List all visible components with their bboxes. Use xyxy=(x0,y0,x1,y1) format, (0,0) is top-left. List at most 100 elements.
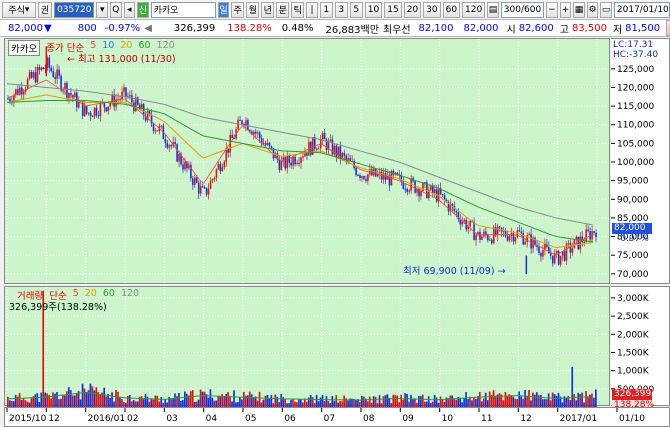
volume-bar-43 xyxy=(91,386,94,407)
minute-button-1[interactable]: 1 xyxy=(319,1,333,18)
volume-bar-38 xyxy=(81,383,84,407)
candle-body-91 xyxy=(186,161,188,169)
candle-body-85 xyxy=(174,142,176,145)
volume-bar-272 xyxy=(541,399,544,407)
period-button-2[interactable]: 년 xyxy=(261,1,275,18)
candle-body-98 xyxy=(199,186,202,194)
candle-body-105 xyxy=(213,177,216,180)
code-input[interactable]: 035720 xyxy=(54,1,95,18)
chart-type-icon[interactable]: ▤ xyxy=(487,1,499,18)
volume-bar-256 xyxy=(510,395,513,407)
candle-body-76 xyxy=(156,130,159,132)
minute-button-60[interactable]: 60 xyxy=(442,1,461,18)
candle-body-274 xyxy=(546,243,548,248)
mode-button[interactable]: 권 xyxy=(37,1,53,18)
volume-bar-11 xyxy=(28,402,31,407)
candle-body-112 xyxy=(227,148,230,153)
open-value: 82,600 xyxy=(518,22,554,34)
volume-chart-panel[interactable]: 거래량 단순 5 20 60 120 326,399주(138.28%) xyxy=(4,286,611,407)
ma-line-5 xyxy=(6,79,594,255)
candle-body-111 xyxy=(225,148,228,162)
time-tick-label-13: 12 xyxy=(520,414,531,424)
period-day-button[interactable]: 일 xyxy=(217,1,230,18)
candle-body-17 xyxy=(40,67,43,70)
zoom-field[interactable]: 300/600 xyxy=(500,1,545,18)
volume-bar-182 xyxy=(364,398,367,407)
volume-bar-60 xyxy=(125,402,127,407)
minute-button-120[interactable]: 120 xyxy=(462,1,486,18)
candle-body-137 xyxy=(276,153,279,160)
zoom-in-icon[interactable]: + xyxy=(559,1,572,18)
candle-body-263 xyxy=(524,241,527,245)
volume-bar-123 xyxy=(248,391,251,407)
volume-bar-129 xyxy=(260,402,263,407)
calendar-icon[interactable]: ▭ xyxy=(600,1,612,18)
minute-button-30[interactable]: 30 xyxy=(423,1,441,18)
volume-bar-234 xyxy=(467,399,469,407)
candle-body-26 xyxy=(58,69,60,76)
volume-bar-72 xyxy=(148,401,151,407)
grid-icon[interactable]: ▦ xyxy=(573,1,585,18)
candle-body-65 xyxy=(135,97,137,112)
period-button-3[interactable]: 분 xyxy=(276,1,290,18)
volume-bar-208 xyxy=(416,402,418,407)
candle-body-39 xyxy=(83,105,86,117)
search-icon[interactable]: Q xyxy=(109,1,122,18)
legend-ma-5: 5 xyxy=(90,40,97,51)
time-tick-label-1: 12 xyxy=(48,414,59,424)
volume-bar-263 xyxy=(524,390,526,407)
dropdown-icon[interactable]: ▾ xyxy=(96,1,108,18)
volume-bar-130 xyxy=(262,399,265,407)
volume-bar-110 xyxy=(223,396,226,407)
volume-bar-253 xyxy=(504,391,507,407)
candle-body-106 xyxy=(215,169,218,178)
candle-body-109 xyxy=(221,167,224,172)
stock-name-field[interactable]: 카카오 xyxy=(150,1,216,18)
volume-bar-85 xyxy=(174,393,176,407)
settings-icon[interactable]: ⚙ xyxy=(586,1,599,18)
ma-line-20 xyxy=(6,94,594,249)
candle-body-283 xyxy=(563,251,566,261)
candle-body-148 xyxy=(298,162,300,164)
volume-bar-186 xyxy=(372,396,375,407)
minute-button-15[interactable]: 15 xyxy=(384,1,402,18)
volume-bar-79 xyxy=(162,402,165,407)
candle-body-22 xyxy=(50,67,53,71)
candle-body-59 xyxy=(123,87,125,92)
candle-body-40 xyxy=(85,105,88,114)
volume-bar-290 xyxy=(577,392,580,407)
minute-button-3[interactable]: 3 xyxy=(334,1,348,18)
candle-body-84 xyxy=(172,142,174,146)
buy-button[interactable]: 매수 xyxy=(666,20,670,36)
candle-body-158 xyxy=(317,148,320,150)
type-dropdown[interactable]: 주식 ▾ xyxy=(2,1,36,18)
candle-body-231 xyxy=(461,221,464,225)
volume-bar-175 xyxy=(351,398,353,407)
prev-icon[interactable]: ◂ xyxy=(123,1,136,18)
period-button-4[interactable]: 틱 xyxy=(291,1,305,18)
candle-body-242 xyxy=(483,231,485,237)
candle-body-49 xyxy=(103,102,106,108)
volume-bar-89 xyxy=(182,400,184,407)
minute-button-5[interactable]: 5 xyxy=(349,1,363,18)
volume-bar-83 xyxy=(170,398,172,407)
candle-body-23 xyxy=(52,70,55,77)
candle-body-252 xyxy=(502,231,505,233)
volume-bar-133 xyxy=(268,398,271,407)
minute-button-20[interactable]: 20 xyxy=(403,1,422,18)
zoom-out-icon[interactable]: − xyxy=(546,1,558,18)
candle-body-74 xyxy=(152,123,155,132)
volume-bar-254 xyxy=(506,396,509,407)
candle-body-68 xyxy=(140,104,143,110)
volume-bar-63 xyxy=(130,401,133,407)
volume-bar-114 xyxy=(231,401,233,407)
minute-button-10[interactable]: 10 xyxy=(364,1,383,18)
volume-bar-24 xyxy=(54,393,56,407)
price-chart-panel[interactable]: 카카오 종가 단순 5 10 20 60 120 ← 최고 131,000 (11/30… xyxy=(4,38,611,285)
candle-body-227 xyxy=(453,206,456,212)
candle-body-6 xyxy=(18,87,21,95)
period-button-1[interactable]: 월 xyxy=(246,1,260,18)
period-button-0[interactable]: 주 xyxy=(231,1,245,18)
date-field[interactable]: 2017/01/10 xyxy=(613,1,670,18)
candle-body-140 xyxy=(282,157,285,162)
